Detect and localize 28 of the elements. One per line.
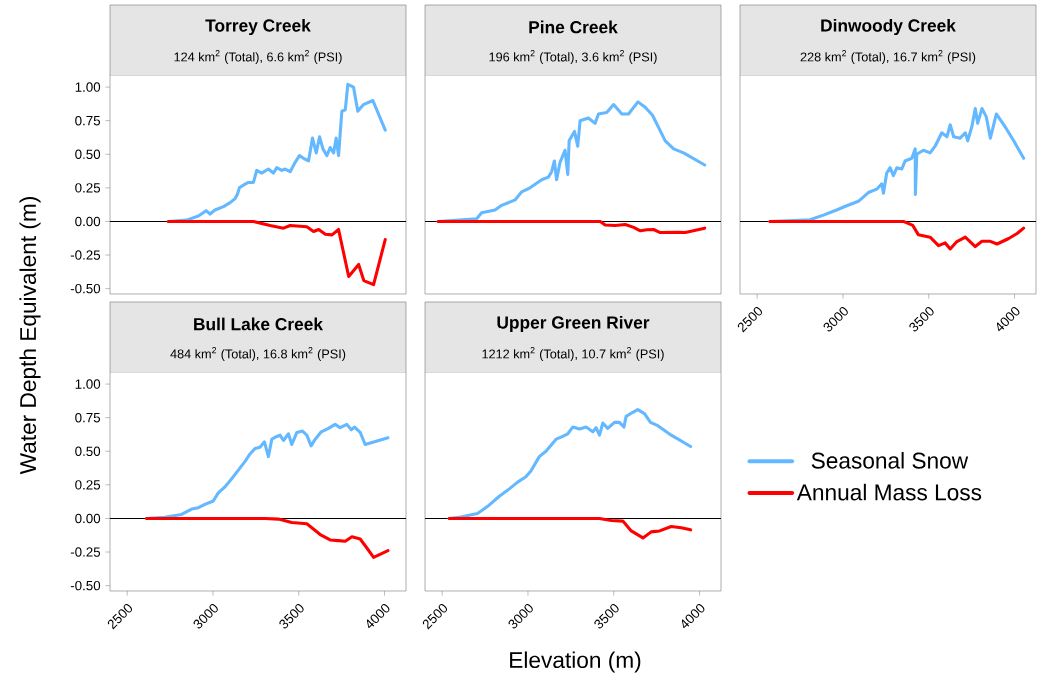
y-tick-label: 1.00	[75, 379, 101, 389]
y-tick-label: 0.50	[75, 149, 101, 159]
chart-title: Torrey Creek	[205, 18, 311, 36]
chart-subtitle: 1212 km$^{2}$ (Total), 10.7 km$^{2}$ (PSI)	[482, 347, 664, 361]
y-tick-label: 1.00	[75, 82, 101, 92]
y-tick-label: 0.75	[75, 412, 101, 423]
chart-title: Upper Green River	[497, 315, 650, 333]
chart-title: Dinwoody Creek	[821, 18, 956, 36]
legend-label: Seasonal Snow	[811, 452, 969, 469]
y-tick-label: 0.00	[75, 216, 101, 227]
y-tick-label: -0.50	[70, 580, 101, 591]
chart-title: Pine Creek	[529, 20, 618, 34]
y-tick-label: -0.25	[70, 547, 101, 557]
y-axis-title: Water Depth Equivalent (m)	[19, 197, 41, 475]
chart-subtitle: 124 km$^{2}$ (Total), 6.6 km$^{2}$ (PSI)	[174, 50, 342, 64]
y-tick-label: 0.00	[75, 513, 101, 524]
chart-subtitle: 228 km$^{2}$ (Total), 16.7 km$^{2}$ (PSI)	[800, 50, 976, 64]
chart-subtitle: 196 km$^{2}$ (Total), 3.6 km$^{2}$ (PSI)	[489, 50, 657, 64]
y-tick-label: 0.25	[75, 480, 101, 490]
chart-title: Bull Lake Creek	[194, 317, 324, 331]
y-tick-label: 0.50	[75, 446, 101, 456]
y-tick-label: 0.25	[75, 183, 101, 193]
chart-subtitle: 484 km$^{2}$ (Total), 16.8 km$^{2}$ (PSI)	[170, 347, 346, 361]
legend-label: Annual Mass Loss	[796, 483, 982, 501]
y-tick-label: -0.50	[70, 283, 101, 294]
y-tick-label: 0.75	[75, 115, 101, 126]
x-axis-title: Elevation (m)	[510, 651, 641, 673]
y-tick-label: -0.25	[70, 250, 101, 260]
